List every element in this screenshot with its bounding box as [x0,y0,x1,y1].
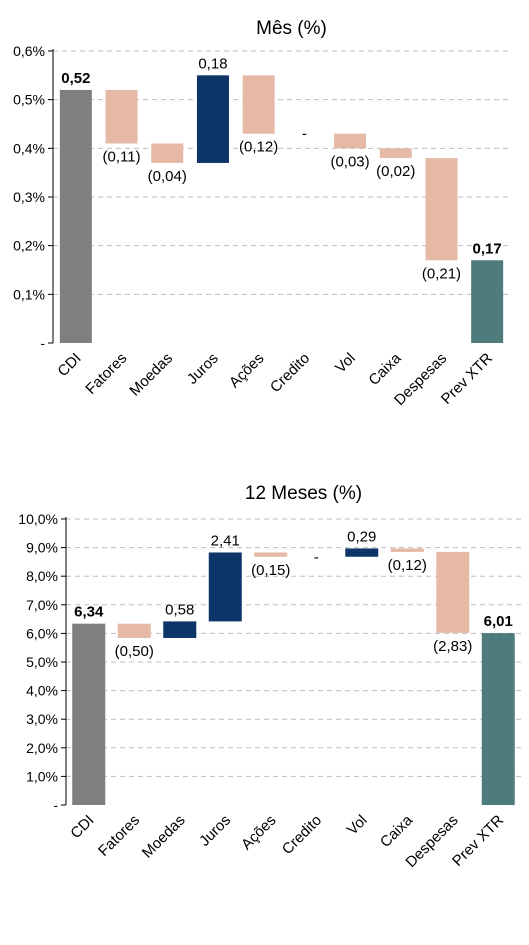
monthly-y-tick-label: 0,1% [13,286,45,302]
twelve-month-bar-caixa [390,548,424,552]
twelve-month-category-label-caixa: Caixa [377,811,417,851]
monthly-y-tick-label: 0,6% [13,43,45,59]
monthly-data-label-credito: - [302,126,307,143]
monthly-category-label-fatores: Fatores [82,350,130,398]
twelve-month-data-label-juros: 2,41 [211,532,240,549]
monthly-data-label-cdi: 0,52 [61,70,90,87]
monthly-category-label-acoes: Ações [226,350,268,392]
monthly-data-label-prev-xtr: 0,17 [473,240,502,257]
twelve-month-category-label-credito: Credito [279,812,325,858]
twelve-month-category-label-moedas: Moedas [139,812,189,862]
monthly-y-tick-label: 0,4% [13,140,45,156]
twelve-month-data-label-acoes: (0,15) [251,562,290,579]
monthly-bar-fatores [105,89,138,144]
monthly-y-tick-label: 0,3% [13,189,45,205]
twelve-month-category-label-cdi: CDI [67,812,97,842]
twelve-month-bar-juros [208,552,242,622]
monthly-data-label-vol: (0,03) [330,153,369,170]
twelve-month-data-label-moedas: 0,58 [165,601,194,618]
twelve-month-y-tick-label: 6,0% [26,625,58,641]
twelve-month-bar-prev-xtr [481,633,515,805]
twelve-month-y-tick-label: 1,0% [26,768,58,784]
twelve-month-y-tick-label: 5,0% [26,654,58,670]
monthly-data-label-acoes: (0,12) [239,139,278,156]
monthly-data-label-caixa: (0,02) [376,163,415,180]
monthly-bar-vol [334,133,367,149]
monthly-category-label-caixa: Caixa [365,349,405,389]
twelve-month-y-tick-label: 3,0% [26,711,58,727]
twelve-month-y-tick-label: 7,0% [26,597,58,613]
monthly-category-label-credito: Credito [267,350,313,396]
twelve-month-data-label-fatores: (0,50) [115,643,154,660]
twelve-month-data-label-cdi: 6,34 [74,604,104,621]
monthly-bar-acoes [242,75,275,134]
twelve-month-bar-acoes [254,552,288,557]
twelve-month-category-label-fatores: Fatores [95,812,143,860]
twelve-month-y-tick-label: 8,0% [26,568,58,584]
twelve-month-bar-vol [345,548,379,557]
monthly-chart-title: Mês (%) [256,18,327,39]
twelve-month-bar-fatores [117,623,151,638]
twelve-month-data-label-vol: 0,29 [347,528,376,545]
monthly-bar-caixa [379,148,412,159]
monthly-waterfall-chart: Mês (%) - 0,1% 0,2% 0,3% 0,4% 0,5% 0,6% 0,52 CDI (… [0,0,529,430]
monthly-category-label-vol: Vol [332,350,359,377]
twelve-month-data-label-credito: - [314,549,319,566]
monthly-bar-cdi [59,89,92,343]
monthly-bar-despesas [425,158,458,261]
monthly-data-label-fatores: (0,11) [103,148,141,165]
monthly-category-label-juros: Juros [184,350,222,388]
monthly-category-label-cdi: CDI [54,350,84,380]
twelve-month-bar-moedas [163,621,197,638]
twelve-month-y-tick-label: 4,0% [26,683,58,699]
monthly-bar-prev-xtr [471,260,504,343]
twelve-month-bar-cdi [72,623,106,805]
twelve-month-category-label-juros: Juros [196,812,234,850]
twelve-month-data-label-despesas: (2,83) [433,638,472,655]
monthly-y-tick-label: 0,5% [13,92,45,108]
monthly-data-label-despesas: (0,21) [422,265,461,282]
monthly-y-tick-label: 0,2% [13,238,45,254]
monthly-bar-juros [196,75,229,163]
monthly-data-label-moedas: (0,04) [148,168,187,185]
twelve-month-y-tick-label: 10,0% [18,511,58,527]
twelve-month-bar-despesas [436,551,470,633]
twelve-month-y-tick-label: 2,0% [26,740,58,756]
twelve-month-category-label-acoes: Ações [238,812,280,854]
monthly-y-tick-label: - [40,335,45,351]
twelve-month-category-label-vol: Vol [344,812,371,839]
twelve-month-y-tick-label: 9,0% [26,540,58,556]
twelve-month-data-label-prev-xtr: 6,01 [484,613,513,630]
monthly-data-label-juros: 0,18 [198,55,227,72]
monthly-chart-svg: Mês (%) - 0,1% 0,2% 0,3% 0,4% 0,5% 0,6% 0,52 CDI (… [13,18,510,409]
twelve-month-chart-title: 12 Meses (%) [245,483,362,504]
monthly-category-label-moedas: Moedas [126,350,176,400]
twelve-month-chart-svg: 12 Meses (%) - 1,0% 2,0% 3,0% 4,0% 5,0% 6,0% 7,0… [18,483,521,871]
twelve-month-data-label-caixa: (0,12) [388,557,427,574]
monthly-bar-moedas [151,143,184,163]
twelve-month-y-tick-label: - [53,797,58,813]
twelve-month-waterfall-chart: 12 Meses (%) - 1,0% 2,0% 3,0% 4,0% 5,0% 6,0% 7,0… [0,470,529,930]
